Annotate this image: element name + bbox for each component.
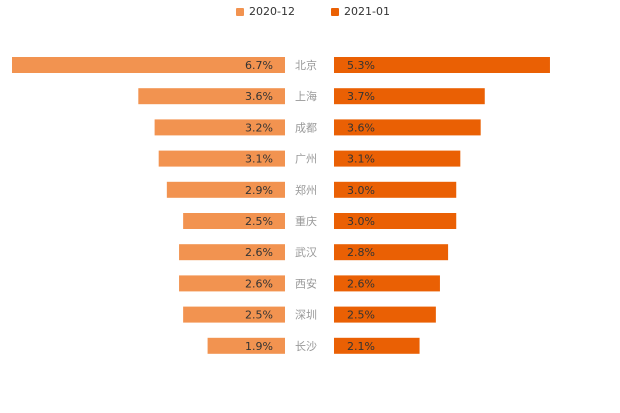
bar-2020-12-5[interactable]: [183, 213, 285, 229]
value-label-2020-12-9: 1.9%: [245, 340, 273, 353]
bar-2021-01-0[interactable]: [334, 57, 550, 73]
bar-2020-12-0[interactable]: [12, 57, 285, 73]
value-label-2020-12-2: 3.2%: [245, 121, 273, 134]
value-label-2021-01-1: 3.7%: [347, 90, 375, 103]
bar-2021-01-2[interactable]: [334, 119, 481, 136]
bar-2020-12-8[interactable]: [183, 306, 285, 323]
bar-2021-01-7[interactable]: [334, 275, 440, 292]
value-label-2021-01-5: 3.0%: [347, 215, 375, 228]
legend-label-2021-01: 2021-01: [344, 5, 390, 18]
bar-2020-12-4[interactable]: [166, 181, 285, 198]
category-label-2: 成都: [295, 121, 317, 134]
bar-2020-12-7[interactable]: [179, 275, 285, 292]
category-label-6: 武汉: [295, 246, 317, 259]
category-label-7: 西安: [295, 276, 317, 290]
category-label-4: 郑州: [295, 183, 317, 197]
value-label-2020-12-5: 2.5%: [245, 215, 273, 228]
bar-2020-12-2[interactable]: [154, 119, 285, 136]
value-label-2021-01-7: 2.6%: [347, 277, 375, 290]
bar-2020-12-1[interactable]: [138, 88, 285, 105]
value-label-2020-12-6: 2.6%: [245, 246, 273, 259]
value-label-2021-01-4: 3.0%: [347, 184, 375, 197]
bar-2021-01-5[interactable]: [334, 213, 457, 229]
bar-2021-01-8[interactable]: [334, 306, 436, 323]
legend-item-2020-12[interactable]: 2020-12: [236, 5, 295, 18]
category-label-9: 长沙: [295, 340, 317, 353]
value-label-2021-01-9: 2.1%: [347, 340, 375, 353]
value-label-2020-12-4: 2.9%: [245, 184, 273, 197]
value-label-2020-12-1: 3.6%: [245, 90, 273, 103]
category-label-8: 深圳: [295, 309, 317, 322]
category-label-3: 广州: [295, 153, 317, 166]
value-label-2020-12-8: 2.5%: [245, 309, 273, 322]
bar-2020-12-3[interactable]: [158, 150, 285, 167]
legend-swatch-2021-01: [331, 7, 339, 16]
legend-swatch-2020-12: [236, 7, 244, 16]
value-label-2021-01-2: 3.6%: [347, 121, 375, 134]
value-label-2020-12-7: 2.6%: [245, 277, 273, 290]
legend-item-2021-01[interactable]: 2021-01: [331, 5, 390, 18]
value-label-2021-01-6: 2.8%: [347, 246, 375, 259]
bar-2021-01-6[interactable]: [334, 244, 449, 261]
value-label-2021-01-0: 5.3%: [347, 59, 375, 72]
bar-2021-01-9[interactable]: [334, 337, 420, 354]
value-label-2020-12-0: 6.7%: [245, 59, 273, 72]
value-label-2021-01-3: 3.1%: [347, 153, 375, 166]
legend: 2020-12 2021-01: [0, 5, 620, 21]
bar-2021-01-3[interactable]: [334, 150, 461, 167]
category-label-1: 上海: [295, 89, 317, 103]
legend-label-2020-12: 2020-12: [249, 5, 295, 18]
bar-2020-12-6[interactable]: [179, 244, 285, 261]
bar-2020-12-9[interactable]: [207, 337, 285, 354]
bar-2021-01-1[interactable]: [334, 88, 485, 105]
category-label-0: 北京: [295, 58, 317, 72]
value-label-2021-01-8: 2.5%: [347, 309, 375, 322]
bar-2021-01-4[interactable]: [334, 181, 457, 198]
value-label-2020-12-3: 3.1%: [245, 153, 273, 166]
category-label-5: 重庆: [295, 214, 317, 228]
